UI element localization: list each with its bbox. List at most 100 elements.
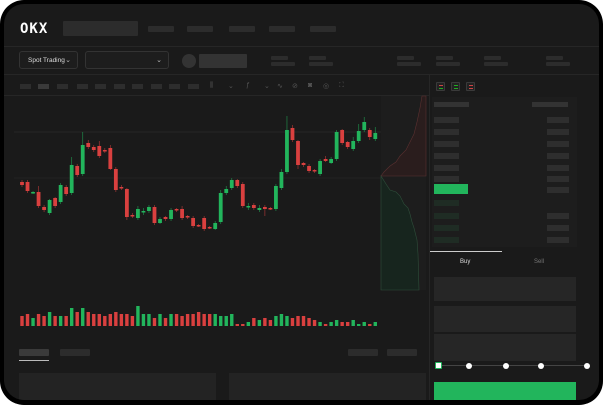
- slider-mark[interactable]: [466, 363, 472, 369]
- volume-bar: [207, 314, 212, 326]
- bid-amount: [547, 213, 569, 219]
- candle-body: [329, 159, 334, 163]
- candle-body: [141, 211, 146, 213]
- nav-item[interactable]: [229, 26, 255, 32]
- volume-bar: [92, 314, 96, 326]
- orders-card: [19, 373, 216, 400]
- candle-body: [207, 227, 212, 229]
- market-type-label: Spot Trading: [28, 56, 65, 64]
- candle-body: [257, 208, 262, 210]
- slider-mark[interactable]: [584, 363, 590, 369]
- nav-item[interactable]: [310, 26, 336, 32]
- candle-body: [235, 180, 240, 186]
- camera-icon[interactable]: ◙: [308, 82, 313, 89]
- chevron-down-icon[interactable]: ⌄: [264, 83, 270, 90]
- volume-bar: [246, 322, 251, 326]
- volume-bar: [213, 314, 217, 326]
- candle-body: [47, 200, 52, 213]
- candle-type-icon[interactable]: ⫼: [210, 82, 214, 89]
- bid-price: [434, 237, 459, 243]
- candle-body: [147, 207, 151, 211]
- depth-chart: [380, 95, 427, 291]
- volume-bar: [141, 314, 146, 326]
- timeframe-button[interactable]: [77, 84, 88, 89]
- timeframe-button[interactable]: [151, 84, 162, 89]
- stat-label: [397, 56, 414, 60]
- ruler-icon[interactable]: ⊘: [292, 83, 298, 90]
- orderbook-both-icon[interactable]: [436, 82, 445, 91]
- slider-mark[interactable]: [538, 363, 544, 369]
- candle-body: [75, 166, 80, 175]
- volume-bar: [219, 316, 223, 326]
- stat-value: [309, 62, 333, 66]
- volume-bar: [285, 316, 289, 326]
- candlestick-chart[interactable]: [4, 4, 429, 344]
- timeframe-button-active[interactable]: [38, 84, 49, 89]
- fullscreen-icon[interactable]: ⛶: [339, 82, 344, 89]
- amount-input[interactable]: [434, 306, 576, 332]
- timeframe-button[interactable]: [132, 84, 143, 89]
- candle-body: [69, 165, 74, 193]
- volume-bar: [279, 314, 284, 326]
- total-input[interactable]: [434, 334, 576, 361]
- price-input[interactable]: [434, 277, 576, 301]
- line-tool-icon[interactable]: ∿: [277, 83, 283, 90]
- timeframe-button[interactable]: [114, 84, 125, 89]
- volume-bar: [152, 318, 157, 326]
- slider-mark[interactable]: [503, 363, 509, 369]
- candle-body: [224, 189, 229, 193]
- buy-button[interactable]: [434, 382, 576, 400]
- volume-bar: [174, 314, 179, 326]
- candle-body: [152, 207, 157, 223]
- filter-button[interactable]: [348, 349, 378, 356]
- candle-body: [268, 208, 273, 210]
- stat-value: [484, 62, 508, 66]
- candle-body: [307, 166, 311, 171]
- timeframe-button[interactable]: [188, 84, 199, 89]
- volume-bar: [180, 316, 184, 326]
- nav-item[interactable]: [269, 26, 295, 32]
- slider-handle[interactable]: [435, 362, 442, 369]
- slider-track[interactable]: [438, 365, 588, 366]
- filter-button[interactable]: [387, 349, 417, 356]
- stat-value: [546, 62, 570, 66]
- timeframe-button[interactable]: [95, 84, 106, 89]
- stat-value: [436, 62, 460, 66]
- ask-price: [434, 165, 459, 171]
- pair-dropdown[interactable]: ⌄: [85, 51, 169, 69]
- okx-logo[interactable]: OKX: [20, 21, 49, 37]
- candle-body: [285, 130, 289, 172]
- tab-sell[interactable]: Sell: [534, 259, 545, 265]
- volume-bar: [47, 312, 52, 326]
- orderbook-header: [434, 102, 469, 107]
- tab-order-history[interactable]: [60, 349, 90, 356]
- nav-item[interactable]: [187, 26, 213, 32]
- candle-body: [130, 215, 135, 217]
- search-bar[interactable]: [63, 21, 138, 36]
- timeframe-button[interactable]: [57, 84, 68, 89]
- divider: [4, 95, 429, 96]
- nav-item[interactable]: [148, 26, 174, 32]
- market-type-dropdown[interactable]: Spot Trading ⌄: [19, 51, 78, 69]
- timeframe-button[interactable]: [20, 84, 31, 89]
- chevron-down-icon[interactable]: ⌄: [228, 83, 234, 90]
- candle-body: [180, 209, 184, 218]
- candle-body: [312, 170, 317, 172]
- ask-price: [434, 117, 459, 123]
- volume-bar: [312, 320, 317, 326]
- volume-bar: [36, 314, 41, 326]
- candle-body: [36, 192, 41, 206]
- candle-body: [367, 130, 372, 137]
- candle-body: [25, 182, 30, 191]
- volume-bar: [81, 308, 85, 326]
- ask-amount: [547, 117, 569, 123]
- tab-buy[interactable]: Buy: [460, 259, 471, 265]
- stat-value: [397, 62, 421, 66]
- tab-open-orders[interactable]: [19, 349, 49, 356]
- orderbook-asks-icon[interactable]: [466, 82, 475, 91]
- settings-icon[interactable]: ◎: [323, 83, 330, 90]
- volume-bar: [230, 314, 234, 326]
- indicator-icon[interactable]: ƒ: [246, 82, 250, 89]
- timeframe-button[interactable]: [169, 84, 180, 89]
- orderbook-bids-icon[interactable]: [451, 82, 460, 91]
